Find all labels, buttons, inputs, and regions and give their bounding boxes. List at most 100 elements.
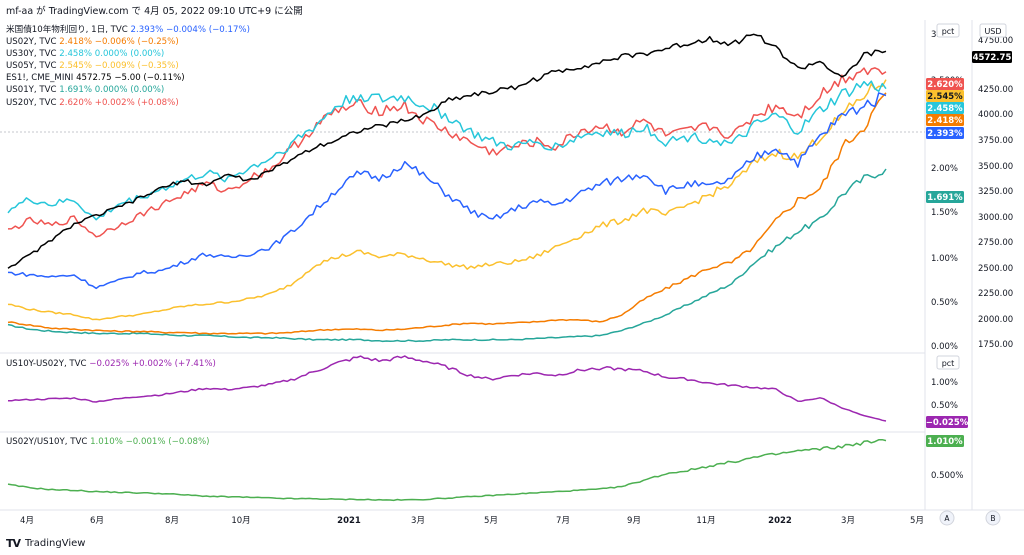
series-line-us05y	[7, 79, 887, 321]
spread-scale-tick: 1.00%	[931, 378, 958, 388]
legend-name-ratio: US02Y/US10Y, TVC	[6, 437, 88, 447]
legend-name-us02: US02Y, TVC	[6, 37, 57, 48]
main-legend: 米国債10年物利回り, 1日, TVC 2.393% −0.004% (−0.1…	[6, 24, 250, 109]
legend-row-us01[interactable]: US01Y, TVC 1.691% 0.000% (0.00%)	[6, 84, 250, 96]
publish-header: mf-aa が TradingView.com で 4月 05, 2022 09…	[6, 6, 303, 17]
right-scale-tick: 2750.00	[978, 238, 1013, 248]
right-scale-tick: 2000.00	[978, 315, 1013, 325]
time-axis-label: 2021	[337, 516, 361, 526]
spread-pane-series	[7, 355, 887, 422]
last-value-labels: 2.393% 2.418% 2.458% 2.545% 1.691% 2.620% 4572…	[926, 51, 1012, 447]
svg-text:−0.025%: −0.025%	[926, 418, 969, 428]
left-scale-tick: 0.50%	[931, 298, 958, 308]
auto-scale-a-button[interactable]: A	[939, 510, 955, 526]
svg-text:1.010%: 1.010%	[927, 437, 963, 447]
time-axis-label: 4月	[20, 516, 34, 526]
pct-badge-spread[interactable]: pct	[936, 355, 960, 370]
legend-row-us10[interactable]: 米国債10年物利回り, 1日, TVC 2.393% −0.004% (−0.1…	[6, 24, 250, 36]
right-scale-tick: 2500.00	[978, 264, 1013, 274]
svg-text:4572.75: 4572.75	[973, 53, 1012, 63]
spread-scale-tick: 0.50%	[931, 401, 958, 411]
right-scale-tick: 2250.00	[978, 289, 1013, 299]
time-axis-labels[interactable]: 4月 6月 8月 10月 2021 3月 5月 7月 9月 11月 2022 3月 5月	[20, 516, 924, 526]
ratio-pane-series	[7, 438, 887, 502]
legend-row-us02[interactable]: US02Y, TVC 2.418% −0.006% (−0.25%)	[6, 36, 250, 48]
auto-scale-b-text: B	[990, 514, 995, 523]
time-axis-label: 9月	[627, 516, 641, 526]
right-scale-tick: 4000.00	[978, 110, 1013, 120]
right-scale-tick: 3000.00	[978, 213, 1013, 223]
ratio-legend[interactable]: US02Y/US10Y, TVC 1.010% −0.001% (−0.08%)	[6, 436, 210, 448]
auto-scale-b-button[interactable]: B	[985, 510, 1001, 526]
legend-name-us30: US30Y, TVC	[6, 49, 57, 60]
svg-text:2.393%: 2.393%	[927, 129, 963, 139]
time-axis-label: 5月	[484, 516, 498, 526]
legend-value-us02: 2.418% −0.006% (−0.25%)	[59, 37, 179, 48]
time-axis-label: 8月	[165, 516, 179, 526]
last-value-label: 2.393%	[926, 127, 964, 139]
tradingview-logo-icon: TV	[6, 537, 21, 550]
right-scale-tick: 1750.00	[978, 340, 1013, 350]
series-line-us01y	[7, 168, 887, 343]
last-value-label: 2.418%	[926, 114, 964, 126]
time-axis-label: 7月	[556, 516, 570, 526]
last-value-label: 2.545%	[926, 90, 964, 102]
right-scale-ticks[interactable]: 4750.00 4250.00 4000.00 3750.00 3500.00 3250.…	[978, 36, 1013, 350]
right-scale-tick: 3500.00	[978, 162, 1013, 172]
footer-brand-text: TradingView	[25, 538, 86, 549]
last-value-label: 1.010%	[926, 435, 964, 447]
series-line-us02y	[7, 92, 887, 335]
series-line-us02y-us10y	[7, 438, 887, 502]
legend-value-us10: 2.393% −0.004% (−0.17%)	[130, 25, 250, 35]
legend-row-us20[interactable]: US20Y, TVC 2.620% +0.002% (+0.08%)	[6, 97, 250, 109]
legend-value-us01: 1.691% 0.000% (0.00%)	[59, 85, 165, 96]
time-axis-label: 3月	[841, 516, 855, 526]
right-scale-tick: 3250.00	[978, 187, 1013, 197]
usd-badge-text: USD	[984, 27, 1001, 36]
footer-brand[interactable]: TV TradingView	[6, 537, 85, 550]
legend-value-es: 4572.75 −5.00 (−0.11%)	[76, 73, 185, 84]
time-axis-label: 3月	[411, 516, 425, 526]
legend-name-spread: US10Y-US02Y, TVC	[6, 359, 87, 369]
main-pane-series	[7, 33, 887, 343]
right-scale-tick: 3750.00	[978, 136, 1013, 146]
left-scale-tick: 1.50%	[931, 208, 958, 218]
svg-text:2.418%: 2.418%	[927, 116, 963, 126]
auto-scale-a-text: A	[944, 514, 950, 523]
left-scale-tick: 0.00%	[931, 342, 958, 352]
last-value-label: 1.691%	[926, 191, 964, 203]
series-line-us10y	[7, 92, 887, 290]
time-axis-label: 10月	[231, 516, 250, 526]
right-scale-tick: 4250.00	[978, 85, 1013, 95]
last-value-label: 2.620%	[926, 78, 964, 90]
legend-row-es[interactable]: ES1!, CME_MINI 4572.75 −5.00 (−0.11%)	[6, 72, 250, 84]
last-value-label: −0.025%	[926, 416, 969, 428]
legend-row-us05[interactable]: US05Y, TVC 2.545% −0.009% (−0.35%)	[6, 60, 250, 72]
legend-row-us30[interactable]: US30Y, TVC 2.458% 0.000% (0.00%)	[6, 48, 250, 60]
time-axis-label: 5月	[910, 516, 924, 526]
time-axis-label: 2022	[768, 516, 792, 526]
left-scale-tick: 1.00%	[931, 254, 958, 264]
legend-name-us01: US01Y, TVC	[6, 85, 57, 96]
usd-badge[interactable]: USD	[979, 23, 1007, 38]
pct-badge-main[interactable]: pct	[936, 23, 960, 38]
right-scale-tick: 4750.00	[978, 36, 1013, 46]
time-axis-label: 6月	[90, 516, 104, 526]
legend-value-ratio: 1.010% −0.001% (−0.08%)	[90, 437, 210, 447]
time-axis-label: 11月	[696, 516, 715, 526]
pct-badge-main-text: pct	[942, 27, 955, 36]
svg-text:2.620%: 2.620%	[927, 80, 963, 90]
ratio-scale-tick: 0.500%	[931, 471, 963, 481]
legend-value-us05: 2.545% −0.009% (−0.35%)	[59, 61, 179, 72]
legend-name-us20: US20Y, TVC	[6, 97, 57, 108]
left-scale-tick: 2.00%	[931, 164, 958, 174]
legend-value-spread: −0.025% +0.002% (+7.41%)	[89, 359, 216, 369]
svg-text:2.545%: 2.545%	[927, 92, 963, 102]
last-value-label: 4572.75	[972, 51, 1012, 63]
last-value-label: 2.458%	[926, 102, 964, 114]
legend-name-us05: US05Y, TVC	[6, 61, 57, 72]
legend-name-us10: 米国債10年物利回り, 1日, TVC	[6, 25, 128, 35]
spread-legend[interactable]: US10Y-US02Y, TVC −0.025% +0.002% (+7.41%…	[6, 358, 216, 370]
legend-value-us30: 2.458% 0.000% (0.00%)	[59, 49, 165, 60]
